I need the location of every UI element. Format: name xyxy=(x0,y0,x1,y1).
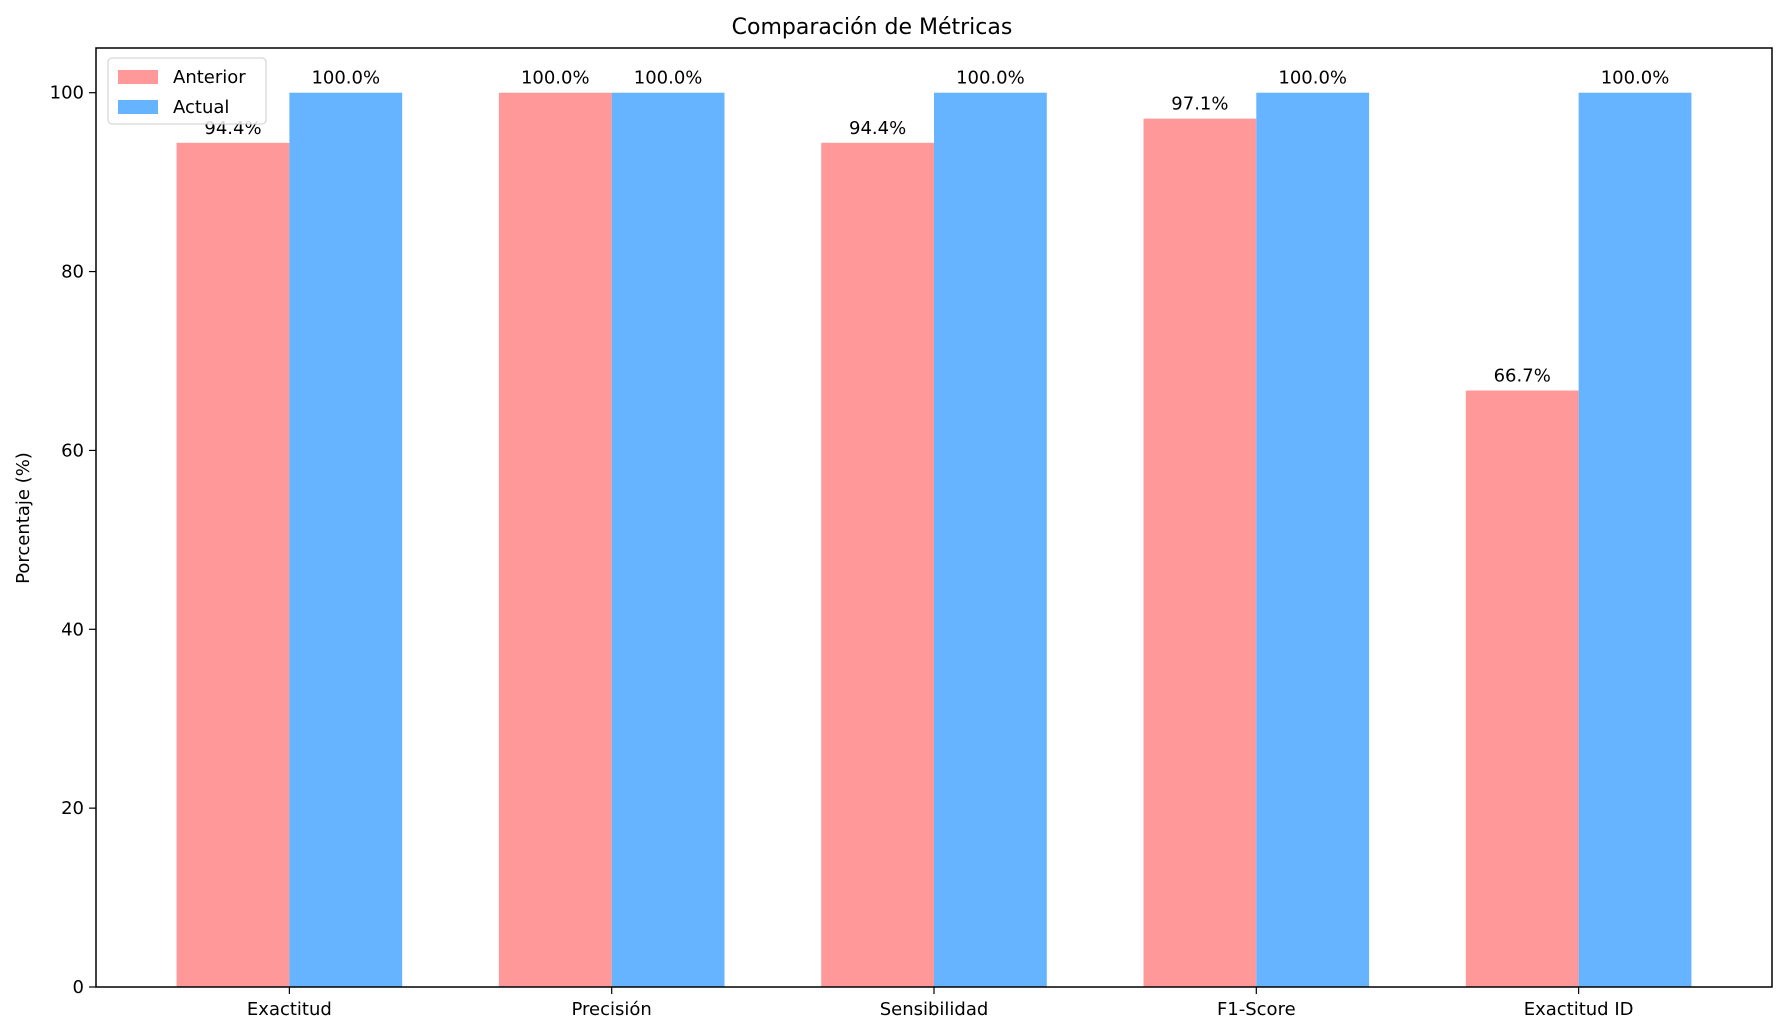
x-tick-label: Precisión xyxy=(572,999,652,1020)
bar-anterior-3 xyxy=(1143,118,1257,988)
bar-value-label: 100.0% xyxy=(634,68,703,89)
bar-actual-0 xyxy=(289,92,403,987)
bar-value-label: 100.0% xyxy=(521,68,590,89)
y-tick-label: 60 xyxy=(61,440,84,461)
legend-swatch-anterior xyxy=(118,70,158,84)
legend-label-anterior: Anterior xyxy=(173,67,246,88)
bar-anterior-1 xyxy=(498,92,612,987)
legend-label-actual: Actual xyxy=(173,97,229,118)
bar-value-label: 66.7% xyxy=(1494,366,1551,387)
x-tick-label: Exactitud ID xyxy=(1524,999,1634,1020)
y-tick-label: 40 xyxy=(61,619,84,640)
bar-value-label: 100.0% xyxy=(1278,68,1347,89)
bar-value-label: 100.0% xyxy=(311,68,380,89)
bar-value-label: 100.0% xyxy=(956,68,1025,89)
legend: Anterior Actual xyxy=(107,57,267,125)
bars-layer xyxy=(176,92,1692,988)
bar-anterior-4 xyxy=(1465,390,1579,987)
y-tick-label: 0 xyxy=(73,977,84,998)
axes-layer: 0 20 40 60 80 100 Exactitud Precisión Sensibilid… xyxy=(50,47,1773,1020)
bar-actual-4 xyxy=(1578,92,1692,987)
bar-anterior-2 xyxy=(821,142,934,987)
bar-actual-2 xyxy=(934,92,1047,987)
y-tick-label: 100 xyxy=(50,83,84,104)
legend-swatch-actual xyxy=(118,100,158,114)
bar-anterior-0 xyxy=(176,142,290,987)
bar-value-label: 94.4% xyxy=(849,118,906,139)
bar-actual-1 xyxy=(611,92,725,987)
x-tick-label: F1-Score xyxy=(1217,999,1296,1020)
x-tick-label: Sensibilidad xyxy=(880,999,989,1020)
bar-value-label: 100.0% xyxy=(1601,68,1670,89)
bar-value-label: 97.1% xyxy=(1171,94,1228,115)
y-axis-label: Porcentaje (%) xyxy=(13,452,34,584)
y-tick-label: 20 xyxy=(61,798,84,819)
y-tick-label: 80 xyxy=(61,262,84,283)
x-tick-label: Exactitud xyxy=(247,999,332,1020)
bar-actual-3 xyxy=(1256,92,1370,987)
chart-title: Comparación de Métricas xyxy=(732,15,1013,40)
